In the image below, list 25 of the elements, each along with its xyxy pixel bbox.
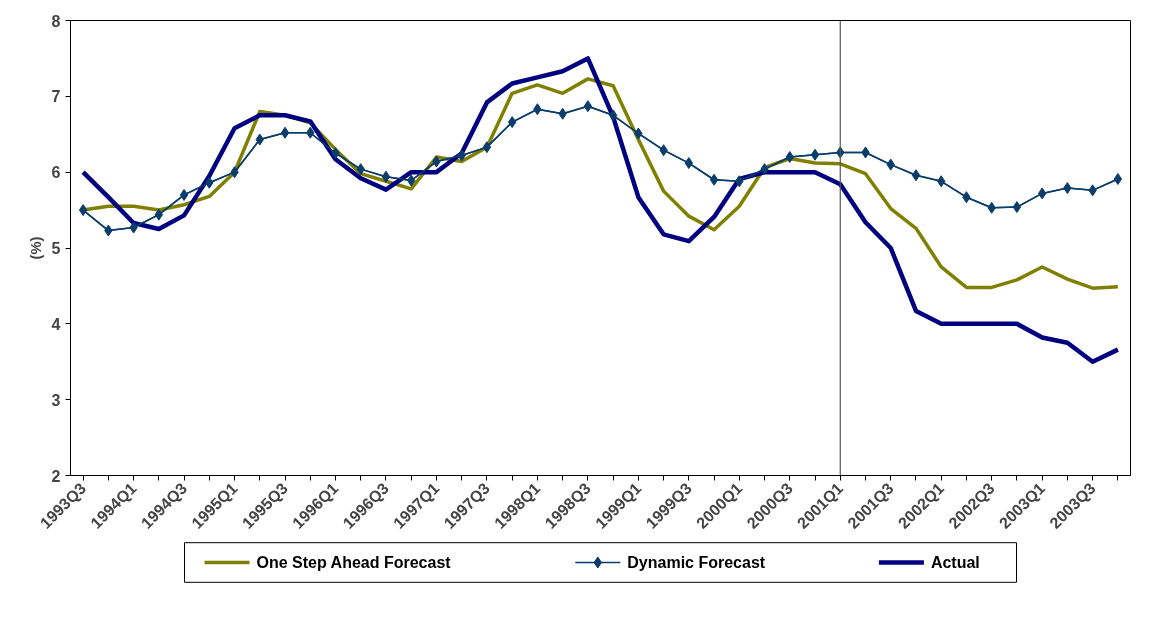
point bbox=[381, 170, 391, 183]
y-tick-label: 2 bbox=[51, 467, 61, 485]
legend-label: Actual bbox=[930, 554, 980, 571]
y-axis-title: (%) bbox=[27, 236, 44, 260]
point bbox=[810, 148, 820, 161]
y-tick-label: 8 bbox=[51, 12, 61, 30]
point bbox=[1012, 201, 1022, 214]
y-tick-label: 6 bbox=[51, 164, 61, 182]
point bbox=[785, 151, 794, 163]
point bbox=[179, 188, 189, 201]
y-tick-label: 4 bbox=[51, 315, 61, 333]
point bbox=[1113, 172, 1123, 185]
y-tick-label: 3 bbox=[51, 391, 61, 409]
point bbox=[583, 100, 593, 113]
point bbox=[911, 169, 921, 182]
point bbox=[608, 109, 618, 122]
point bbox=[280, 126, 290, 139]
point bbox=[78, 204, 88, 217]
legend-label: Dynamic Forecast bbox=[627, 554, 766, 571]
point bbox=[482, 141, 492, 154]
line-series bbox=[80, 56, 1121, 364]
legend-label: One Step Ahead Forecast bbox=[256, 554, 452, 571]
point bbox=[709, 173, 719, 186]
y-tick-label: 7 bbox=[51, 88, 61, 106]
y-tick-label: 5 bbox=[51, 240, 61, 257]
